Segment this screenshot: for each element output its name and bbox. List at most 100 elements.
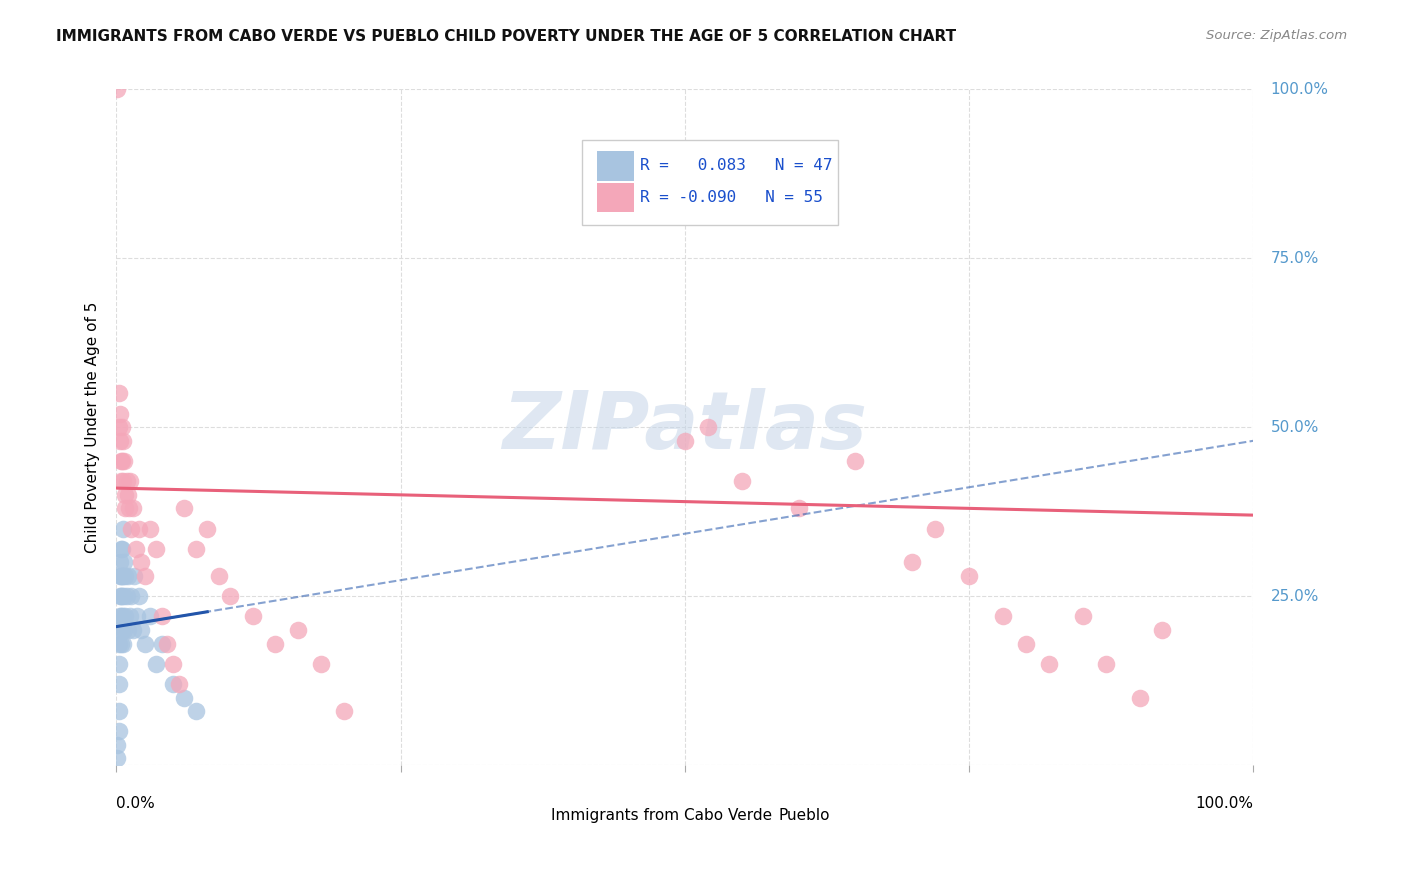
Text: Source: ZipAtlas.com: Source: ZipAtlas.com: [1206, 29, 1347, 43]
Point: [1129, 690, 1152, 705]
Point: [107, 82, 129, 96]
Point: [118, 475, 141, 489]
Point: [107, 751, 129, 765]
Point: [264, 636, 287, 650]
Point: [108, 556, 131, 570]
Point: [145, 657, 167, 671]
Point: [112, 522, 135, 536]
Point: [107, 738, 129, 752]
Point: [107, 704, 129, 718]
Point: [107, 386, 129, 401]
Point: [114, 488, 136, 502]
Point: [287, 623, 309, 637]
Point: [120, 522, 142, 536]
Point: [901, 556, 924, 570]
Point: [112, 569, 135, 583]
Point: [118, 609, 141, 624]
Point: [150, 609, 173, 624]
Point: [128, 589, 150, 603]
Point: [156, 636, 179, 650]
Text: 100.0%: 100.0%: [1195, 796, 1253, 811]
Point: [134, 569, 156, 583]
Text: R = -0.090   N = 55: R = -0.090 N = 55: [641, 190, 824, 205]
Point: [110, 475, 132, 489]
Point: [110, 454, 132, 468]
Point: [111, 541, 134, 556]
Point: [111, 623, 134, 637]
Point: [107, 420, 129, 434]
Point: [184, 704, 207, 718]
Point: [115, 475, 138, 489]
Point: [145, 541, 167, 556]
Point: [129, 623, 152, 637]
Text: 0.0%: 0.0%: [117, 796, 155, 811]
Point: [128, 522, 150, 536]
Point: [207, 569, 229, 583]
Point: [184, 541, 207, 556]
FancyBboxPatch shape: [582, 140, 838, 225]
Point: [114, 569, 136, 583]
Text: Pueblo: Pueblo: [778, 807, 830, 822]
Point: [110, 541, 132, 556]
Text: Immigrants from Cabo Verde: Immigrants from Cabo Verde: [551, 807, 772, 822]
Point: [112, 623, 135, 637]
FancyBboxPatch shape: [598, 183, 634, 212]
Point: [124, 541, 146, 556]
Point: [112, 636, 135, 650]
Point: [107, 724, 129, 739]
Point: [117, 569, 139, 583]
Point: [114, 501, 136, 516]
Point: [122, 501, 145, 516]
Point: [731, 475, 754, 489]
Point: [173, 501, 195, 516]
Point: [129, 556, 152, 570]
Point: [125, 609, 148, 624]
Point: [924, 522, 946, 536]
Point: [673, 434, 696, 448]
Y-axis label: Child Poverty Under the Age of 5: Child Poverty Under the Age of 5: [86, 301, 100, 553]
Point: [111, 589, 134, 603]
Point: [108, 407, 131, 421]
Text: 75.0%: 75.0%: [1271, 251, 1319, 266]
Point: [107, 677, 129, 691]
Point: [112, 434, 135, 448]
Point: [118, 501, 141, 516]
Point: [219, 589, 242, 603]
Point: [108, 434, 131, 448]
Point: [167, 677, 190, 691]
Point: [112, 609, 135, 624]
Point: [112, 556, 135, 570]
Point: [117, 623, 139, 637]
Text: IMMIGRANTS FROM CABO VERDE VS PUEBLO CHILD POVERTY UNDER THE AGE OF 5 CORRELATIO: IMMIGRANTS FROM CABO VERDE VS PUEBLO CHI…: [56, 29, 956, 45]
FancyBboxPatch shape: [598, 151, 634, 180]
Point: [309, 657, 332, 671]
Point: [108, 609, 131, 624]
Point: [124, 569, 146, 583]
Point: [107, 657, 129, 671]
Point: [134, 636, 156, 650]
Point: [110, 569, 132, 583]
Point: [1015, 636, 1038, 650]
FancyBboxPatch shape: [517, 805, 547, 826]
Point: [107, 636, 129, 650]
Point: [1038, 657, 1060, 671]
Point: [110, 589, 132, 603]
Point: [332, 704, 354, 718]
Point: [111, 569, 134, 583]
Point: [112, 454, 135, 468]
Point: [787, 501, 810, 516]
Text: 25.0%: 25.0%: [1271, 589, 1319, 604]
Text: ZIPatlas: ZIPatlas: [502, 388, 868, 467]
Point: [111, 454, 134, 468]
Point: [195, 522, 218, 536]
Point: [108, 569, 131, 583]
Point: [110, 636, 132, 650]
Point: [173, 690, 195, 705]
Point: [162, 657, 184, 671]
Point: [1071, 609, 1094, 624]
Point: [112, 475, 135, 489]
Point: [108, 623, 131, 637]
Point: [122, 623, 145, 637]
Point: [120, 589, 142, 603]
Point: [110, 609, 132, 624]
